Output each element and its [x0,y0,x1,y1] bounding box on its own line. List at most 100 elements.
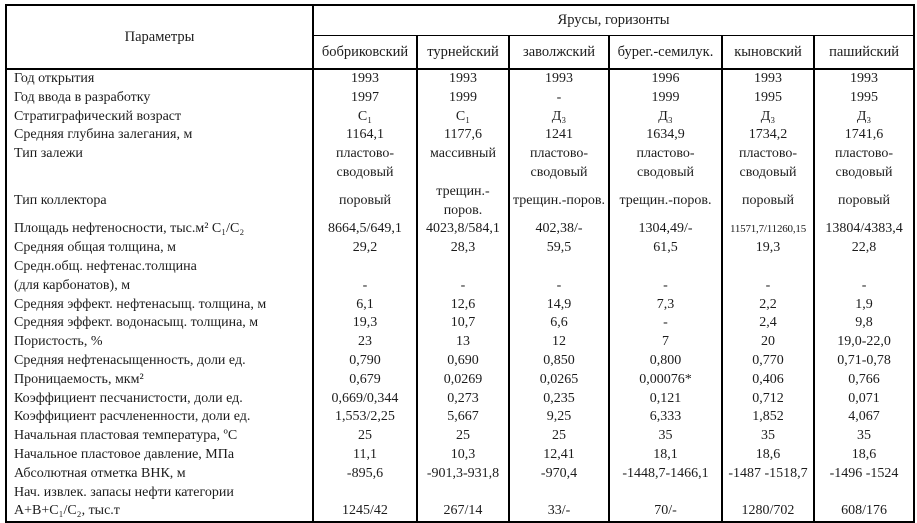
param-label: Начальная пластовая температура, ºС [14,428,238,444]
param-value: 6,333 [608,408,722,428]
param-value: 1,553/2,25 [312,408,417,428]
param-label: Средняя общая толщина, м [14,240,176,256]
param-label: Площадь нефтеносности, тыс.м² С₁/С₂ [14,221,245,237]
param-value: 1993 [312,69,417,89]
param-label: Проницаемость, мкм² [14,371,144,387]
param-value: 0,850 [508,351,609,371]
param-value: 2,4 [721,314,814,334]
param-value: 1993 [812,69,915,89]
param-value: 1995 [721,88,814,108]
param-value: 1164,1 [312,126,417,146]
param-value: 267/14 [416,483,509,523]
param-value: -895,6 [312,464,417,484]
param-label: Год открытия [14,71,95,86]
param-value: 11,1 [312,445,417,465]
param-value: 0,669/0,344 [312,389,417,409]
param-value: Д₃ [721,107,814,127]
param-value: 10,3 [416,445,509,465]
param-value: -1448,7-1466,1 [608,464,722,484]
table-row: Тип залежи пластово- сводовый массивный пла… [6,145,915,183]
param-value: 12,6 [416,295,509,315]
header-row-group: Параметры Ярусы, горизонты [6,5,915,70]
table-row: Начальное пластовое давление, МПа 11,1 10,… [6,445,915,465]
param-label: Абсолютная отметка ВНК, м [14,465,186,481]
param-value: 1245/42 [312,483,417,523]
param-value: 0,0269 [416,370,509,390]
param-value: пластово- сводовый [312,145,417,183]
param-value: 1734,2 [721,126,814,146]
param-value: 0,712 [721,389,814,409]
param-value: 0,00076* [608,370,722,390]
param-label: Тип коллектора [14,193,107,209]
param-label: Средняя глубина залегания, м [14,127,193,143]
param-value: 12,41 [508,445,609,465]
column-header-tourneisian: турнейский [416,35,509,70]
param-value: - [608,257,722,296]
param-value: - [508,88,609,108]
param-label: Коэффициент расчлененности, доли ед. [14,409,251,425]
param-value: 14,9 [508,295,609,315]
param-value: 19,3 [312,314,417,334]
param-value: 13 [416,333,509,352]
param-value: 25 [508,427,609,446]
param-label: Средн.общ. нефтенас.толщина (для карбона… [14,258,197,293]
param-value: 33/- [508,483,609,523]
param-value: 20 [721,333,814,352]
param-value: 402,38/- [508,220,609,240]
param-label: Год ввода в разработку [14,89,151,105]
horizons-group-header: Ярусы, горизонты [311,5,915,36]
param-label: Нач. извлек. запасы нефти категории А+В+… [14,484,234,519]
param-value: 0,273 [416,389,509,409]
table-row: Нач. извлек. запасы нефти категории А+В+… [6,483,915,523]
param-value: -901,3-931,8 [416,464,509,484]
table-row: Средняя общая толщина, м 29,2 28,3 59,5 61,5… [6,239,915,258]
param-label: Средняя эффект. водонасыщ. толщина, м [14,315,259,331]
table-row: Тип коллектора поровый трещин.-поров. трещи… [6,182,915,221]
param-value: 0,71-0,78 [812,351,915,371]
param-value: трещин.-поров. [508,182,609,221]
param-value: - [416,257,509,296]
param-value: 4,067 [812,408,915,428]
param-value: трещин.-поров. [608,182,722,221]
param-value: 608/176 [812,483,915,523]
param-value: массивный [416,145,509,183]
param-value: -1487 -1518,7 [721,464,814,484]
param-value: 12 [508,333,609,352]
table-row: Средн.общ. нефтенас.толщина (для карбона… [6,257,915,296]
param-value: 10,7 [416,314,509,334]
param-value: 35 [608,427,722,446]
param-value: 18,1 [608,445,722,465]
param-value: 35 [812,427,915,446]
param-value: Д₃ [812,107,915,127]
column-header-kynovsky: кыновский [721,35,814,70]
param-value: 19,0-22,0 [812,333,915,352]
param-value: 59,5 [508,239,609,258]
param-value: 1996 [608,69,722,89]
param-label: Средняя нефтенасыщенность, доли ед. [14,352,246,368]
table-row: Год ввода в разработку 1997 1999-1999 1995 1… [6,88,915,108]
param-value: 1241 [508,126,609,146]
param-value: 28,3 [416,239,509,258]
param-value: 1304,49/- [608,220,722,240]
param-value: 9,25 [508,408,609,428]
param-value: 35 [721,427,814,446]
param-value: 25 [416,427,509,446]
param-label: Начальное пластовое давление, МПа [14,446,235,462]
column-header-bobrikovsky: бобриковский [312,35,417,70]
param-value: -1496 -1524 [812,464,915,484]
param-value: 0,235 [508,389,609,409]
param-value: 0,690 [416,351,509,371]
table-row: Средняя нефтенасыщенность, доли ед. 0,790… [6,351,915,371]
table-row: Коэффициент песчанистости, доли ед. 0,669… [6,389,915,409]
param-value: - [608,314,722,334]
param-value: пластово- сводовый [608,145,722,183]
param-value: 11571,7/11260,15 [721,220,814,240]
table-row: Пористость, % 23 13 12 7 20 19,0-22,0 [6,333,915,352]
param-value: 1995 [812,88,915,108]
table-row: Стратиграфический возраст С₁ С₁ Д₃ Д₃ Д₃ Д₃ [6,107,915,127]
param-value: 7,3 [608,295,722,315]
param-value: 18,6 [812,445,915,465]
param-value: 70/- [608,483,722,523]
param-value: 0,406 [721,370,814,390]
param-value: 4023,8/584,1 [416,220,509,240]
